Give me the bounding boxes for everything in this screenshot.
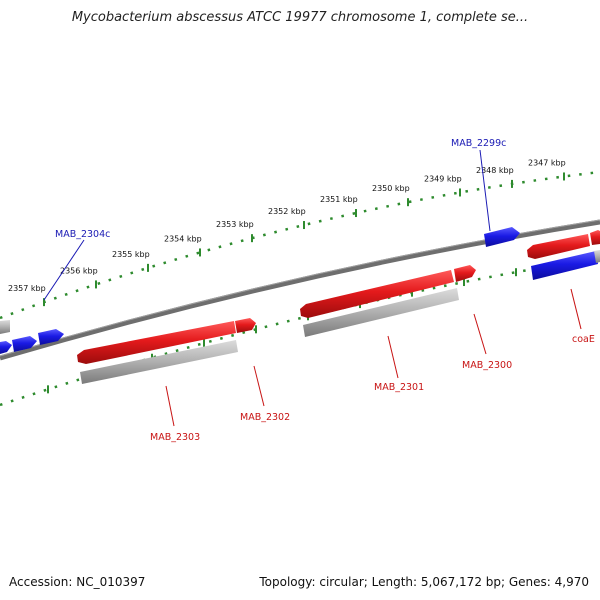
scale-tick-label: 2357 kbp bbox=[8, 284, 46, 293]
scale-tick-label: 2353 kbp bbox=[216, 220, 254, 229]
gene-right-partial bbox=[590, 230, 600, 245]
gene-mab-2297c[interactable] bbox=[531, 251, 598, 280]
scale-tick-label: 2347 kbp bbox=[528, 158, 566, 167]
gene-mab-2299c[interactable] bbox=[484, 227, 520, 247]
label-mab-2300[interactable]: MAB_2300 bbox=[462, 360, 512, 371]
scale-tick-label: 2354 kbp bbox=[164, 234, 202, 243]
topology-label: Topology: circular; Length: 5,067,172 bp… bbox=[259, 575, 589, 589]
scale-tick-label: 2355 kbp bbox=[112, 250, 150, 259]
gene-mab-2303[interactable] bbox=[77, 321, 236, 364]
gene-mab-2306c[interactable] bbox=[0, 341, 12, 354]
scale-tick-label: 2349 kbp bbox=[424, 174, 462, 183]
gray-feature-2303 bbox=[80, 340, 238, 384]
gene-mab-2305c[interactable] bbox=[12, 336, 37, 352]
gene-coae[interactable] bbox=[527, 234, 590, 259]
label-connectors bbox=[43, 149, 582, 427]
scale-tick-label: 2356 kbp bbox=[60, 266, 98, 275]
backbone bbox=[0, 219, 600, 361]
map-title: Mycobacterium abscessus ATCC 19977 chrom… bbox=[71, 10, 529, 25]
connector-mab-2299c bbox=[479, 149, 491, 232]
label-coae[interactable]: coaE bbox=[572, 334, 595, 345]
scale-tick-marks bbox=[43, 172, 565, 307]
connector-mab-2302 bbox=[253, 365, 265, 407]
scale-tick-labels: 2357 kbp 2356 kbp 2355 kbp 2354 kbp 2353 kbp… bbox=[8, 158, 566, 293]
gene-mab-2301[interactable] bbox=[300, 270, 454, 318]
gene-mab-2304c[interactable] bbox=[38, 329, 64, 345]
gene-left-partial bbox=[0, 320, 10, 334]
connector-coae bbox=[570, 288, 582, 330]
scale-tick-label: 2348 kbp bbox=[476, 166, 514, 175]
label-mab-2304c[interactable]: MAB_2304c bbox=[55, 229, 110, 240]
label-mab-2303[interactable]: MAB_2303 bbox=[150, 432, 200, 443]
gray-feature-right bbox=[594, 250, 600, 263]
reverse-genes bbox=[0, 227, 598, 354]
connector-mab-2304c bbox=[43, 239, 85, 301]
gray-features bbox=[80, 250, 600, 384]
scale-tick-label: 2352 kbp bbox=[268, 207, 306, 216]
connector-mab-2300 bbox=[473, 313, 487, 355]
gray-feature-2301 bbox=[303, 288, 459, 337]
scale-tick-label: 2351 kbp bbox=[320, 195, 358, 204]
outer-scale-ring bbox=[0, 170, 600, 320]
gene-labels: MAB_2299c MAB_2304c MAB_2300 MAB_2301 MA… bbox=[55, 138, 595, 443]
gene-mab-2302[interactable] bbox=[235, 318, 256, 333]
label-mab-2301[interactable]: MAB_2301 bbox=[374, 382, 424, 393]
accession-label: Accession: NC_010397 bbox=[9, 575, 146, 589]
inner-scale-ring bbox=[0, 256, 600, 407]
gene-mab-2300[interactable] bbox=[454, 265, 476, 282]
scale-tick-label: 2350 kbp bbox=[372, 184, 410, 193]
label-mab-2302[interactable]: MAB_2302 bbox=[240, 412, 290, 423]
connector-mab-2301 bbox=[387, 335, 399, 379]
forward-genes bbox=[77, 230, 600, 364]
label-mab-2299c[interactable]: MAB_2299c bbox=[451, 138, 506, 149]
connector-mab-2303 bbox=[165, 385, 175, 427]
